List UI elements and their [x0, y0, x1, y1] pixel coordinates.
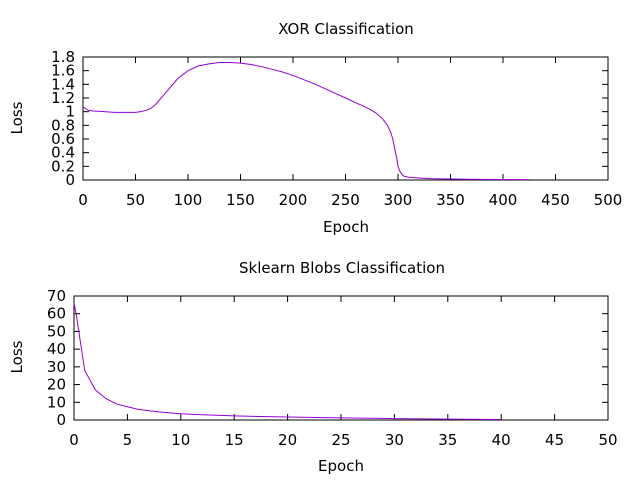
chart-title: Sklearn Blobs Classification: [239, 259, 445, 277]
x-tick-label: 450: [541, 191, 570, 209]
y-axis-label: Loss: [8, 340, 26, 373]
y-tick-label: 70: [47, 287, 66, 305]
y-axis: 00.20.40.60.811.21.41.61.8: [51, 48, 608, 189]
x-tick-label: 50: [126, 191, 145, 209]
y-tick: 1.8: [51, 48, 608, 66]
x-tick: 45: [545, 296, 564, 449]
y-tick: 40: [47, 340, 608, 358]
x-axis: 0 5 10 15 20 25 30 35 40 45 50: [69, 296, 618, 449]
y-tick-label: 0: [56, 411, 66, 429]
x-tick: 350: [436, 57, 465, 209]
y-tick-label: 30: [47, 358, 66, 376]
chart-blobs: Sklearn Blobs Classification 01020304050…: [8, 259, 618, 475]
x-tick-label: 40: [492, 431, 511, 449]
x-tick: 5: [123, 296, 133, 449]
x-axis-label: Epoch: [318, 457, 364, 475]
y-tick-label: 1: [65, 103, 75, 121]
y-tick: 1: [65, 103, 608, 121]
x-axis-label: Epoch: [323, 218, 369, 236]
x-tick-label: 300: [384, 191, 413, 209]
x-tick: 400: [489, 57, 518, 209]
y-tick: 0.2: [51, 157, 608, 175]
y-tick: 1.4: [51, 75, 608, 93]
x-tick: 250: [331, 57, 360, 209]
y-tick-label: 10: [47, 393, 66, 411]
y-tick-label: 0.8: [51, 116, 75, 134]
y-tick: 20: [47, 376, 608, 394]
x-tick-label: 500: [594, 191, 623, 209]
y-tick-label: 0.2: [51, 157, 75, 175]
x-tick-label: 45: [545, 431, 564, 449]
y-tick: 30: [47, 358, 608, 376]
x-tick-label: 35: [438, 431, 457, 449]
x-tick-label: 400: [489, 191, 518, 209]
x-tick: 10: [171, 296, 190, 449]
series-line: [82, 61, 530, 181]
x-tick-label: 20: [278, 431, 297, 449]
y-tick-label: 1.2: [51, 89, 75, 107]
y-tick-label: 1.4: [51, 75, 75, 93]
x-tick-label: 10: [171, 431, 190, 449]
y-tick: 0: [56, 411, 608, 429]
x-tick: 20: [278, 296, 297, 449]
y-tick-label: 20: [47, 376, 66, 394]
x-tick-label: 350: [436, 191, 465, 209]
x-tick-label: 5: [123, 431, 133, 449]
y-axis-label: Loss: [8, 101, 26, 134]
x-tick: 35: [438, 296, 457, 449]
x-tick-label: 0: [78, 191, 88, 209]
x-tick: 0: [78, 57, 88, 209]
x-tick-label: 250: [331, 191, 360, 209]
x-tick: 0: [69, 296, 79, 449]
y-tick: 70: [47, 287, 608, 305]
x-tick-label: 30: [385, 431, 404, 449]
x-tick: 50: [598, 296, 618, 449]
y-tick: 50: [47, 322, 608, 340]
y-tick-label: 0.4: [51, 144, 75, 162]
x-tick: 200: [279, 57, 308, 209]
y-tick: 0: [65, 171, 608, 189]
x-axis: 0 50 100 150 200 250 300 350 400 450 500: [78, 57, 622, 209]
series-group: [82, 61, 530, 181]
series-group: [73, 302, 502, 420]
y-tick: 60: [47, 305, 608, 323]
y-tick: 10: [47, 393, 608, 411]
x-tick: 30: [385, 296, 404, 449]
x-tick: 300: [384, 57, 413, 209]
y-tick: 1.2: [51, 89, 608, 107]
y-tick-label: 50: [47, 322, 66, 340]
y-tick: 0.6: [51, 130, 608, 148]
x-tick-label: 15: [225, 431, 244, 449]
x-tick-label: 0: [69, 431, 79, 449]
x-tick-label: 25: [331, 431, 350, 449]
x-tick-label: 150: [226, 191, 255, 209]
y-tick-label: 0.6: [51, 130, 75, 148]
x-tick-label: 100: [174, 191, 203, 209]
x-tick: 15: [225, 296, 244, 449]
y-tick-label: 40: [47, 340, 66, 358]
x-tick: 150: [226, 57, 255, 209]
x-tick: 40: [492, 296, 511, 449]
y-tick: 0.8: [51, 116, 608, 134]
y-tick-label: 0: [65, 171, 75, 189]
y-tick: 0.4: [51, 144, 608, 162]
plot-frame: [82, 56, 609, 181]
x-tick: 100: [174, 57, 203, 209]
plot-frame: [73, 295, 609, 421]
y-tick-label: 1.6: [51, 62, 75, 80]
x-tick: 50: [126, 57, 145, 209]
x-tick: 25: [331, 296, 351, 449]
x-tick-label: 50: [598, 431, 617, 449]
x-tick: 500: [594, 57, 623, 209]
chart-title: XOR Classification: [278, 20, 414, 38]
series-line: [73, 302, 502, 420]
y-tick: 1.6: [51, 62, 608, 80]
x-tick-label: 200: [279, 191, 308, 209]
chart-xor: XOR Classification 00.20.40.60.811.21.41…: [8, 20, 622, 236]
y-tick-label: 60: [47, 305, 66, 323]
y-tick-label: 1.8: [51, 48, 75, 66]
x-tick: 450: [541, 57, 570, 209]
